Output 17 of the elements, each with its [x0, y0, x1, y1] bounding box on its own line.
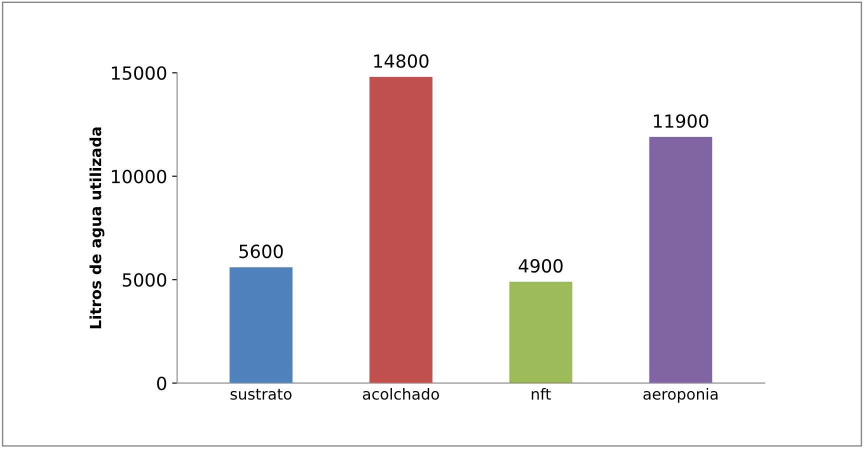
data-label: 11900 — [654, 114, 708, 128]
x-tick-label: sustrato — [230, 388, 292, 400]
bar — [369, 76, 432, 384]
y-tick-label: 0 — [157, 376, 166, 390]
data-label: 4900 — [518, 259, 563, 273]
bar — [649, 136, 712, 384]
data-label: 5600 — [239, 244, 283, 258]
data-label: 14800 — [374, 54, 428, 68]
x-tick-label: aeroponia — [643, 388, 718, 403]
x-tick-label: acolchado — [362, 388, 440, 400]
y-tick-label: 15000 — [112, 66, 166, 80]
x-tick-label: nft — [532, 388, 551, 400]
bar — [509, 282, 572, 384]
y-axis-title: Litros de agua utilizada — [90, 127, 104, 328]
y-tick-label: 5000 — [122, 273, 166, 287]
bar — [230, 267, 293, 384]
y-tick-label: 10000 — [112, 170, 166, 184]
